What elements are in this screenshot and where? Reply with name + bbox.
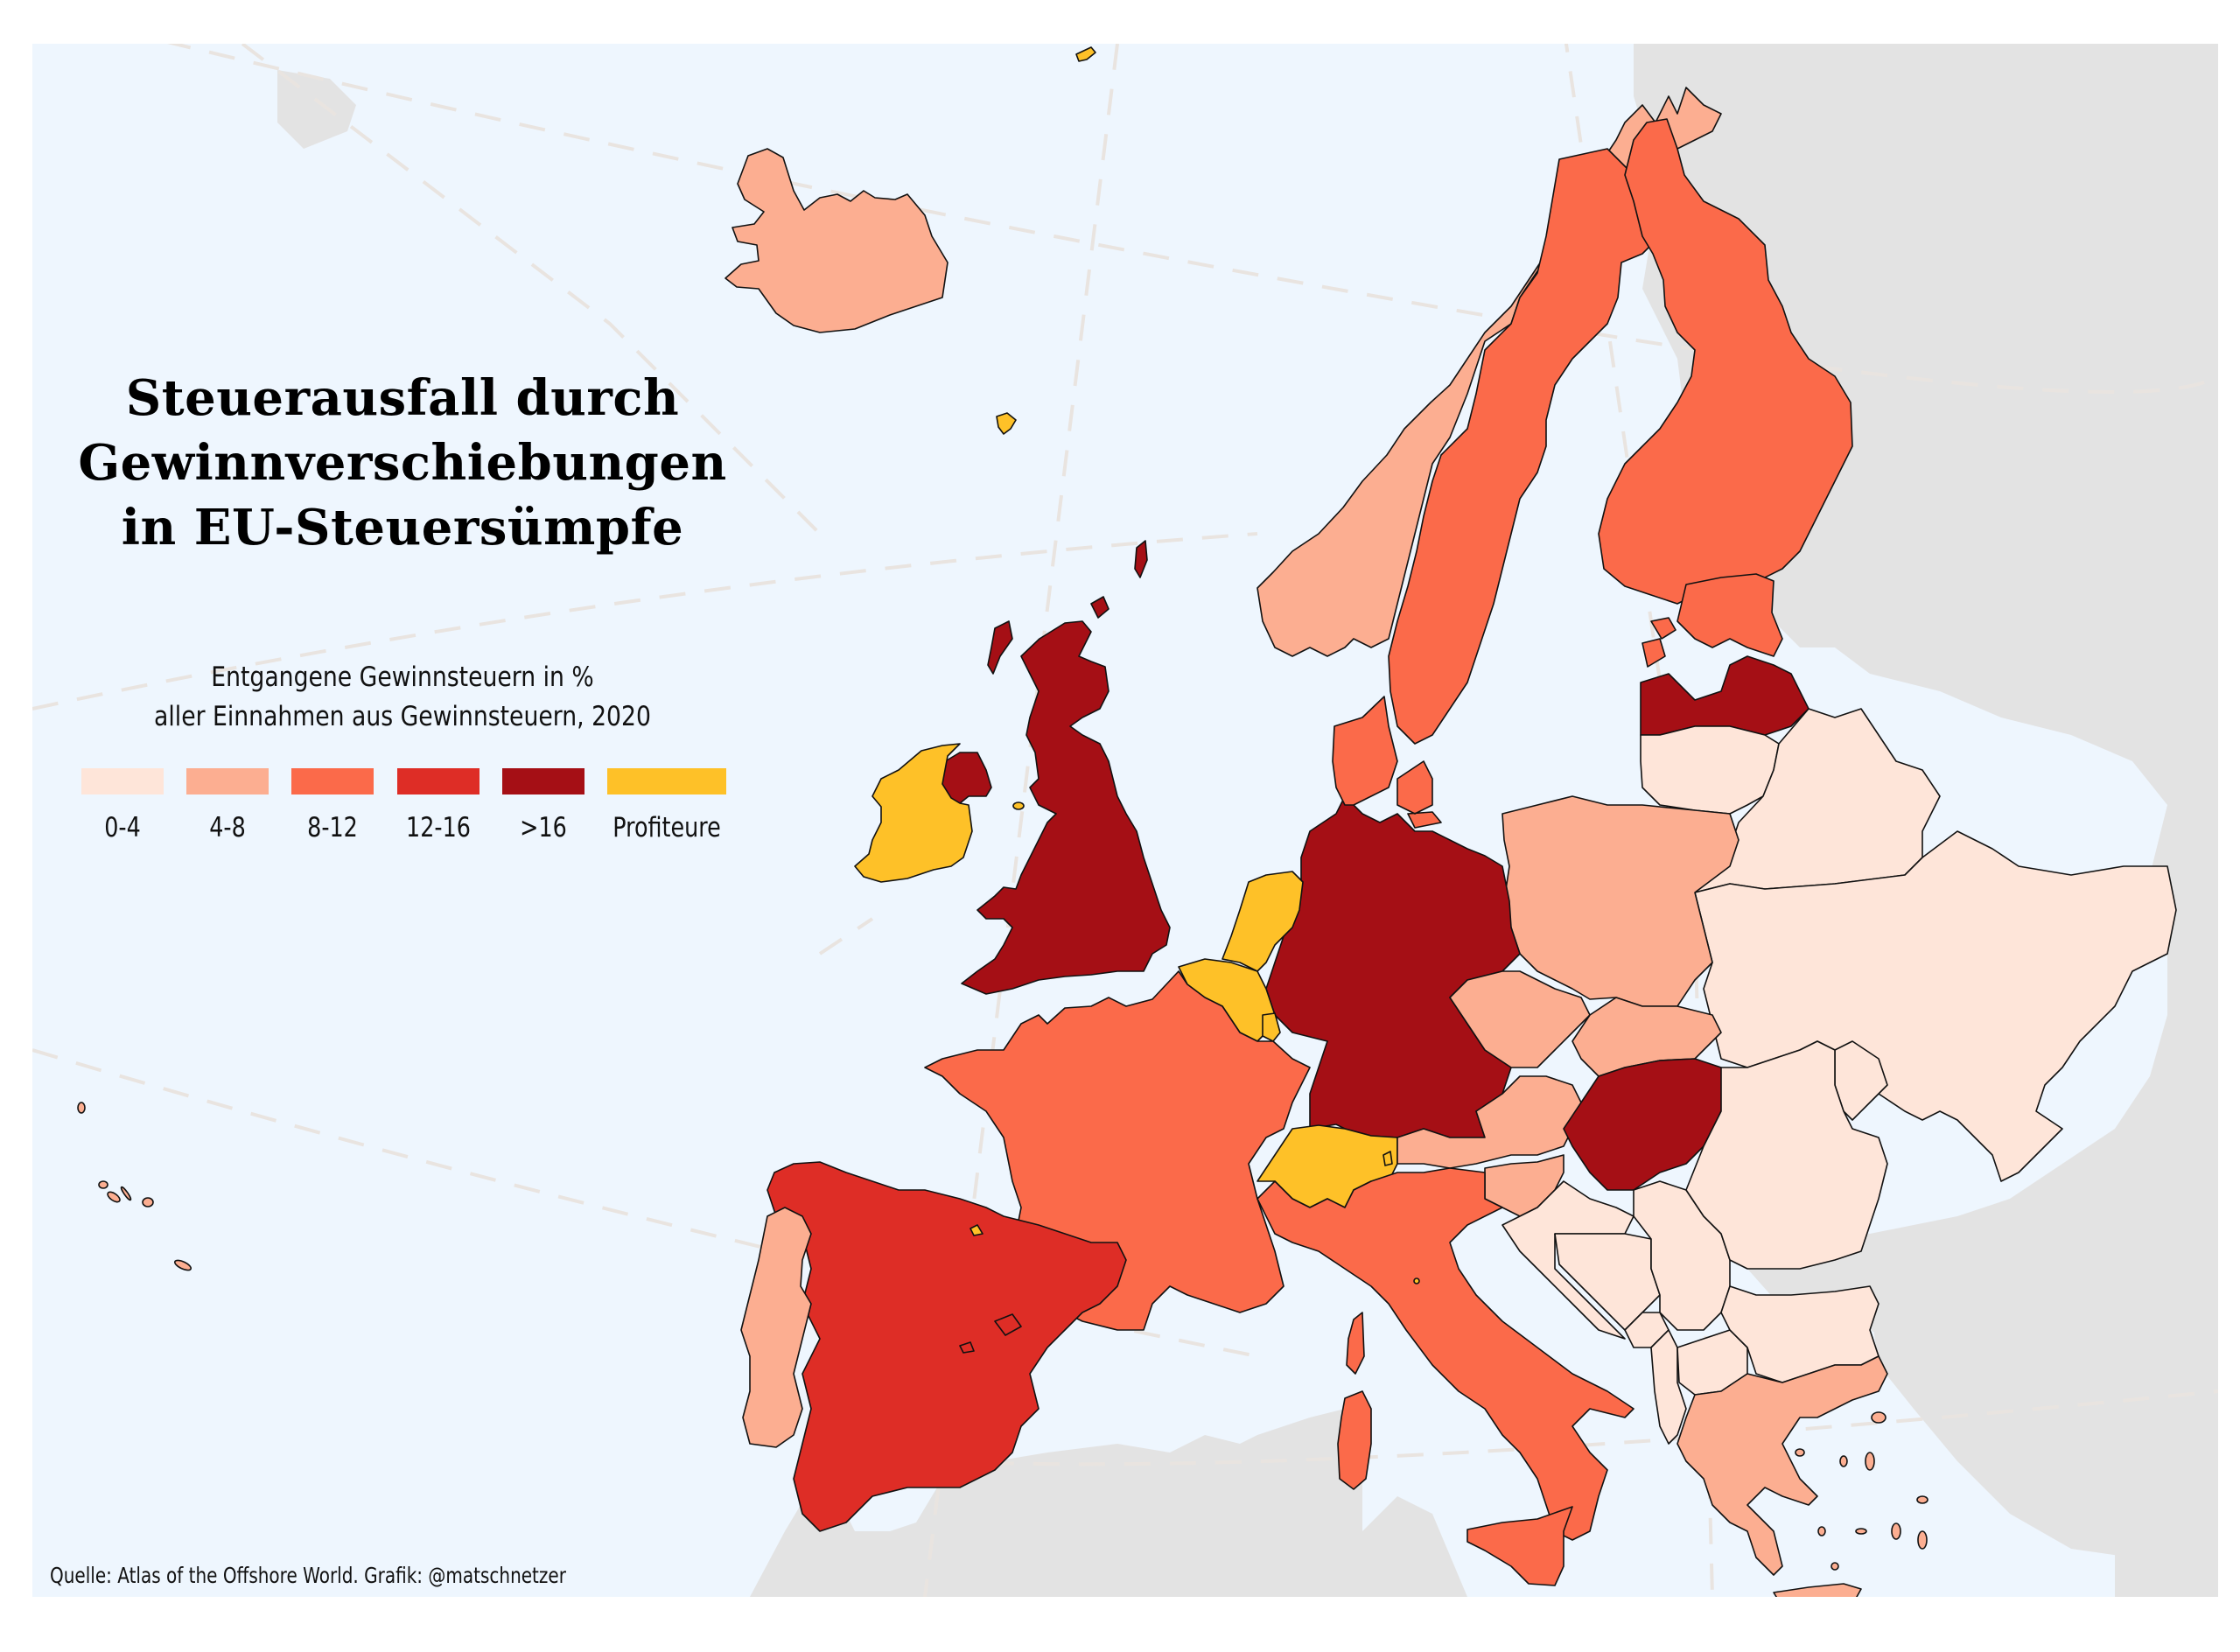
country-italy-sardinia[interactable] bbox=[1337, 1390, 1372, 1490]
country-united-kingdom-hebrides[interactable] bbox=[987, 620, 1013, 675]
country-estonia[interactable] bbox=[1676, 573, 1783, 657]
graticule bbox=[32, 44, 2218, 1597]
country-denmark[interactable] bbox=[1332, 696, 1442, 829]
legend-swatch-over-16 bbox=[502, 768, 584, 794]
title-line-3: in EU-Steuersümpfe bbox=[121, 499, 684, 556]
map-frame bbox=[32, 44, 2218, 1597]
country-sweden[interactable] bbox=[1388, 148, 1666, 745]
legend-label-0-4: 0-4 bbox=[104, 812, 141, 844]
country-liechtenstein[interactable] bbox=[1382, 1151, 1393, 1166]
country-romania[interactable] bbox=[1685, 1040, 1888, 1270]
country-andorra[interactable] bbox=[970, 1224, 984, 1236]
country-estonia-islands[interactable] bbox=[1642, 617, 1676, 668]
legend-label-profiteure: Profiteure bbox=[612, 812, 721, 844]
country-iceland[interactable] bbox=[724, 148, 948, 333]
legend-swatch-12-16 bbox=[397, 768, 480, 794]
country-france-corsica[interactable] bbox=[1346, 1312, 1365, 1375]
country-united-kingdom[interactable] bbox=[961, 620, 1171, 995]
legend-label-8-12: 8-12 bbox=[307, 812, 358, 844]
legend-swatch-0-4 bbox=[81, 768, 164, 794]
country-ireland[interactable] bbox=[854, 743, 973, 883]
country-spain-balearics[interactable] bbox=[959, 1313, 1022, 1354]
country-netherlands[interactable] bbox=[1222, 871, 1304, 972]
country-greece[interactable] bbox=[1676, 1355, 1888, 1576]
country-isle-of-man[interactable] bbox=[1012, 802, 1025, 810]
country-finland[interactable] bbox=[1598, 118, 1853, 605]
country-united-kingdom-shetland[interactable] bbox=[1090, 540, 1148, 619]
map-title: Steuerausfall durch Gewinnverschiebungen… bbox=[52, 366, 752, 560]
country-greece-islands bbox=[1795, 1411, 1928, 1571]
country-croatia[interactable] bbox=[1502, 1180, 1634, 1340]
legend-label-over-16: >16 bbox=[520, 812, 567, 844]
country-spain[interactable] bbox=[766, 1161, 1127, 1532]
country-latvia[interactable] bbox=[1640, 655, 1810, 736]
legend-subtitle-line-1: Entgangene Gewinnsteuern in % bbox=[211, 662, 594, 693]
legend-label-12-16: 12-16 bbox=[406, 812, 471, 844]
country-germany[interactable] bbox=[1265, 795, 1521, 1138]
country-san-marino[interactable] bbox=[1413, 1278, 1420, 1284]
country-jan-mayen[interactable] bbox=[1075, 46, 1096, 62]
country-portugal-atlantic-islands bbox=[77, 1102, 192, 1271]
country-italy[interactable] bbox=[1256, 1167, 1634, 1541]
country-greece-crete[interactable] bbox=[1773, 1583, 1862, 1597]
countries bbox=[77, 46, 2177, 1597]
country-bosnia[interactable] bbox=[1554, 1233, 1661, 1331]
legend-swatch-8-12 bbox=[291, 768, 374, 794]
source-credit: Quelle: Atlas of the Offshore World. Gra… bbox=[50, 1563, 566, 1588]
europe-map bbox=[32, 44, 2218, 1597]
country-italy-sicily[interactable] bbox=[1466, 1506, 1573, 1586]
country-luxembourg[interactable] bbox=[1262, 1012, 1281, 1042]
title-line-2: Gewinnverschiebungen bbox=[78, 434, 727, 492]
country-czechia[interactable] bbox=[1449, 970, 1591, 1068]
title-line-1: Steuerausfall durch bbox=[125, 369, 680, 427]
legend-swatch-4-8 bbox=[186, 768, 269, 794]
legend-label-4-8: 4-8 bbox=[209, 812, 246, 844]
country-portugal[interactable] bbox=[740, 1207, 812, 1448]
legend-subtitle: Entgangene Gewinnsteuern in % aller Einn… bbox=[102, 658, 704, 737]
legend-subtitle-line-2: aller Einnahmen aus Gewinnsteuern, 2020 bbox=[154, 701, 651, 732]
legend-swatch-profiteure bbox=[607, 768, 726, 794]
country-faroe-islands[interactable] bbox=[996, 412, 1017, 435]
